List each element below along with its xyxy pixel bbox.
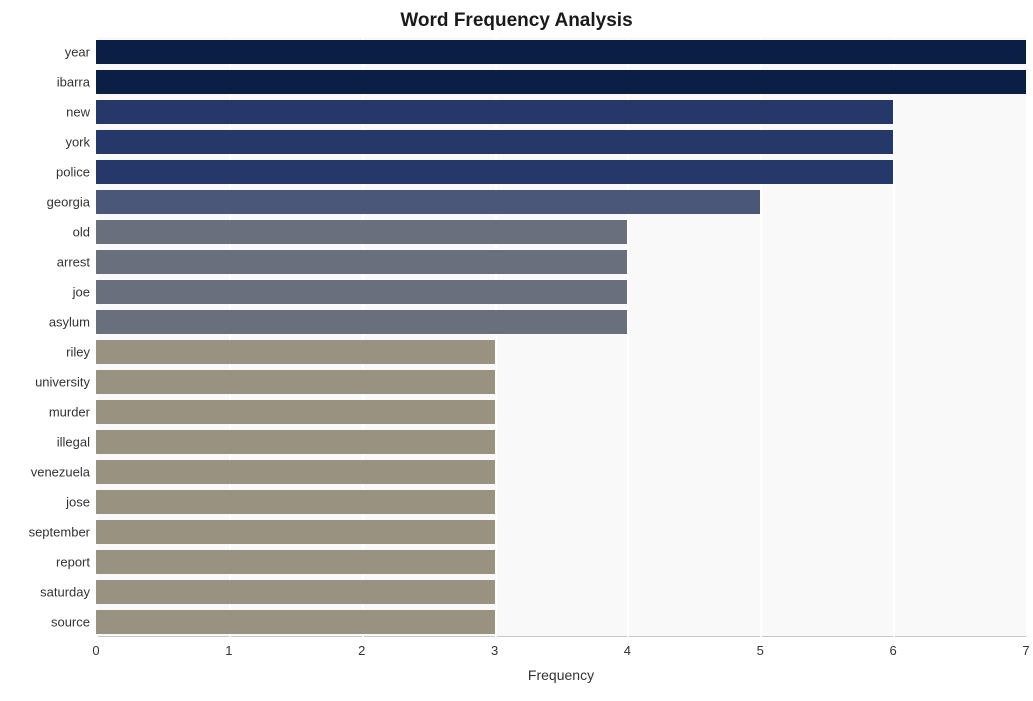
y-category-label: police [56, 165, 90, 180]
bar [96, 490, 495, 515]
bar [96, 160, 893, 185]
x-axis-line [96, 636, 1026, 637]
x-tick: 2 [358, 643, 365, 658]
y-category-label: arrest [57, 255, 90, 270]
bar [96, 460, 495, 485]
bar [96, 580, 495, 605]
x-axis-label: Frequency [528, 667, 594, 683]
bar [96, 70, 1026, 95]
chart-title: Word Frequency Analysis [0, 10, 1033, 32]
bar [96, 370, 495, 395]
y-category-label: illegal [57, 435, 90, 450]
grid-line [760, 37, 762, 637]
y-category-label: joe [73, 285, 90, 300]
chart-container: Word Frequency Analysis Frequency 012345… [0, 0, 1033, 701]
x-tick: 0 [92, 643, 99, 658]
y-category-label: saturday [40, 585, 90, 600]
y-category-label: asylum [49, 315, 90, 330]
y-category-label: new [66, 105, 90, 120]
x-tick: 6 [890, 643, 897, 658]
x-tick: 7 [1022, 643, 1029, 658]
bar [96, 280, 627, 305]
bar [96, 250, 627, 275]
grid-line [893, 37, 895, 637]
bar [96, 310, 627, 335]
y-category-label: university [35, 375, 90, 390]
x-tick: 4 [624, 643, 631, 658]
bar [96, 400, 495, 425]
bar [96, 520, 495, 545]
y-category-label: year [65, 45, 90, 60]
y-category-label: venezuela [31, 465, 90, 480]
bar [96, 220, 627, 245]
bar [96, 610, 495, 635]
grid-line [229, 37, 231, 637]
y-category-label: riley [66, 345, 90, 360]
bar [96, 100, 893, 125]
bar [96, 550, 495, 575]
y-category-label: york [65, 135, 90, 150]
y-category-label: report [56, 555, 90, 570]
x-tick: 5 [757, 643, 764, 658]
y-category-label: source [51, 615, 90, 630]
bar [96, 130, 893, 155]
bar [96, 430, 495, 455]
bar [96, 340, 495, 365]
y-category-label: murder [49, 405, 90, 420]
y-category-label: georgia [47, 195, 90, 210]
y-category-label: jose [66, 495, 90, 510]
bar [96, 190, 760, 215]
plot-area: Frequency 01234567yearibarranewyorkpolic… [96, 37, 1026, 637]
x-tick: 3 [491, 643, 498, 658]
x-tick: 1 [225, 643, 232, 658]
y-category-label: september [29, 525, 90, 540]
y-category-label: old [73, 225, 90, 240]
grid-line [362, 37, 364, 637]
grid-line [495, 37, 497, 637]
grid-line [1026, 37, 1028, 637]
grid-line [96, 37, 98, 637]
bar [96, 40, 1026, 65]
y-category-label: ibarra [57, 75, 90, 90]
grid-line [627, 37, 629, 637]
